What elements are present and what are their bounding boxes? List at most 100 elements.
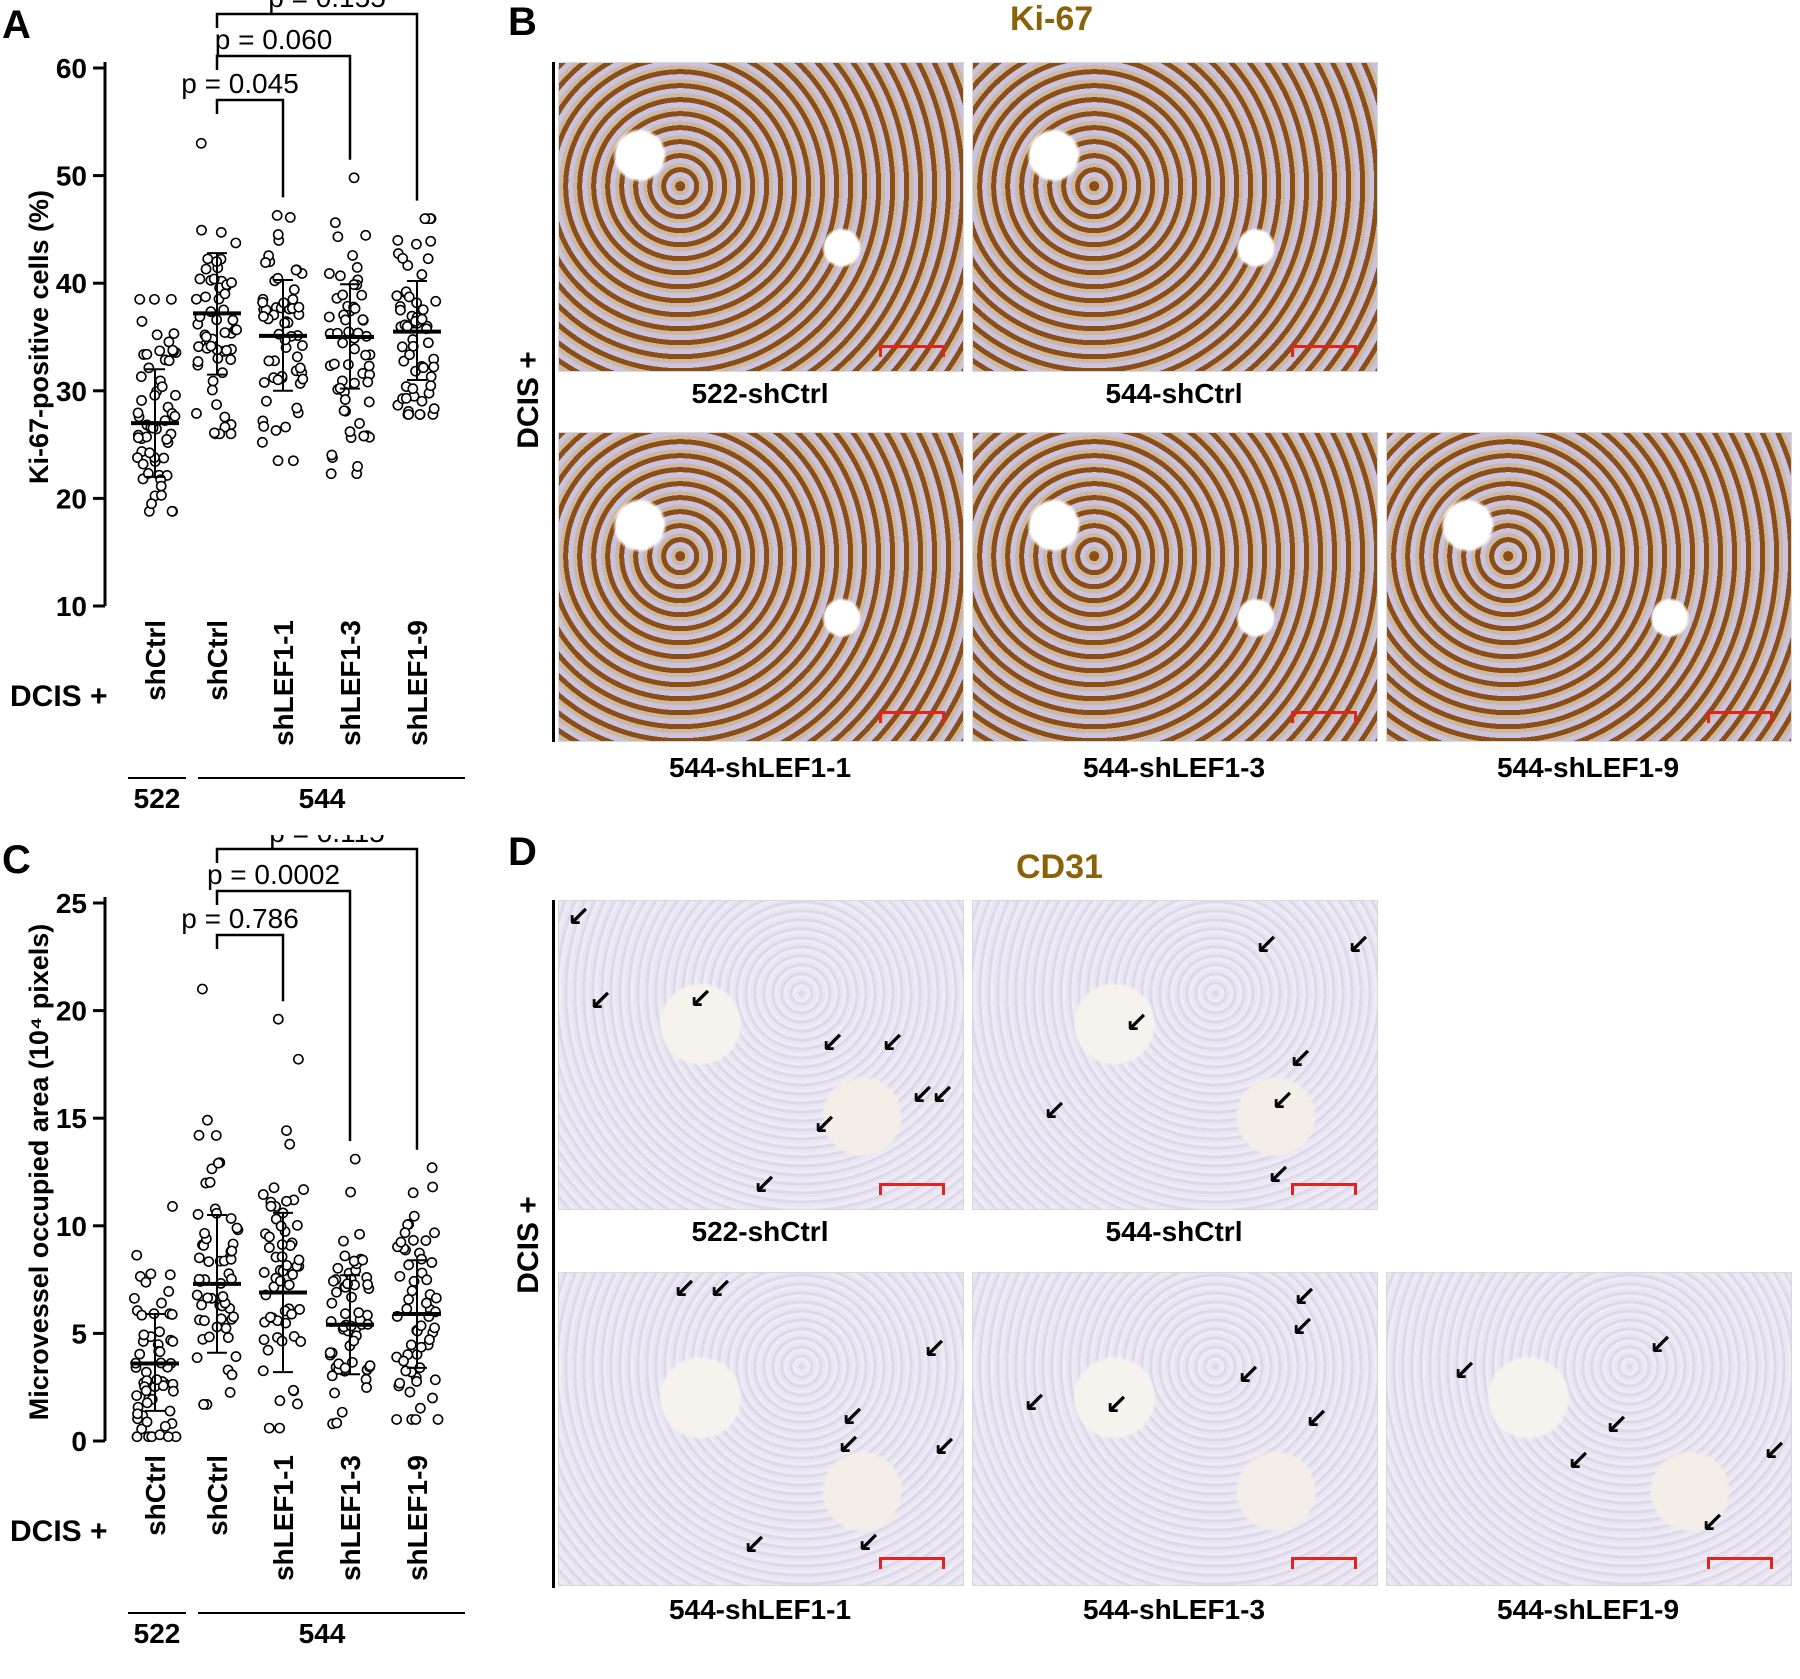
data-point: [287, 455, 299, 467]
data-point: [217, 367, 228, 379]
data-point: [272, 272, 284, 284]
data-point: [257, 1189, 269, 1200]
vessel-arrow-icon: ↙: [1125, 1007, 1149, 1038]
data-point: [363, 360, 375, 372]
data-point: [392, 234, 404, 246]
data-point: [422, 337, 434, 349]
data-point: [403, 1259, 415, 1271]
data-point: [287, 1269, 299, 1280]
p-value-label: p = 0.115: [269, 835, 384, 848]
x-category-label: shLEF1-1: [268, 1455, 299, 1581]
data-point: [132, 432, 144, 444]
data-point: [272, 374, 284, 386]
group-label-522: 522: [134, 783, 181, 814]
p-value-label: p = 0.0002: [207, 859, 340, 890]
y-tick-label: 50: [56, 161, 87, 192]
data-point: [196, 983, 208, 995]
x-category-label: shCtrl: [140, 1455, 171, 1536]
data-point: [407, 383, 419, 395]
data-point: [156, 489, 167, 501]
data-point: [420, 1235, 432, 1247]
data-point: [166, 1309, 178, 1320]
data-point: [348, 1255, 360, 1267]
data-point: [167, 1201, 178, 1212]
y-tick-label: 10: [56, 1211, 87, 1242]
data-point: [258, 1267, 270, 1278]
vessel-arrow-icon: ↙: [821, 1027, 845, 1058]
data-point: [349, 1153, 361, 1165]
data-point: [421, 1297, 432, 1309]
scale-bar: [879, 1183, 945, 1198]
data-point: [134, 1348, 146, 1360]
data-point: [200, 291, 211, 303]
data-point: [209, 427, 220, 439]
data-point: [358, 430, 370, 442]
data-point: [294, 1304, 305, 1315]
data-point: [196, 224, 207, 236]
data-point: [400, 392, 412, 404]
vessel-arrow-icon: ↙: [1453, 1355, 1477, 1386]
data-point: [339, 394, 351, 405]
micrograph-ki67-544-shlef1-3: [972, 432, 1378, 742]
data-point: [279, 317, 291, 329]
stain-label-cd31: CD31: [1016, 848, 1103, 886]
significance-bracket: [215, 889, 352, 1142]
vessel-arrow-icon: ↙: [1605, 1409, 1629, 1440]
data-point: [353, 1307, 365, 1319]
data-point: [345, 1186, 357, 1198]
data-point: [270, 425, 282, 436]
y-tick-label: 5: [71, 1318, 87, 1349]
data-point: [198, 1315, 210, 1327]
data-point: [349, 303, 361, 314]
data-point: [398, 1355, 409, 1367]
data-point: [272, 1013, 284, 1025]
data-point: [408, 1210, 420, 1222]
row-bracket-line-d: [552, 900, 555, 1588]
data-point: [274, 1395, 286, 1407]
scale-bar: [1291, 1557, 1357, 1572]
vessel-arrow-icon: ↙: [911, 1079, 935, 1110]
x-category-label: shLEF1-3: [335, 620, 366, 746]
data-point: [136, 315, 148, 327]
data-point: [263, 1422, 275, 1434]
data-point: [155, 480, 167, 492]
data-point: [425, 380, 437, 392]
data-point: [422, 253, 434, 265]
vessel-arrow-icon: ↙: [1649, 1329, 1673, 1360]
data-point: [419, 213, 431, 225]
image-label-b-522-shctrl: 522-shCtrl: [691, 378, 829, 409]
image-label-b-544-shlef1-1: 544-shLEF1-1: [668, 752, 852, 783]
data-point: [338, 405, 350, 417]
data-point: [363, 396, 375, 408]
data-point: [402, 260, 414, 271]
vessel-arrow-icon: ↙: [881, 1027, 905, 1058]
vessel-arrow-icon: ↙: [673, 1273, 697, 1304]
x-category-label: shLEF1-9: [402, 1455, 433, 1581]
image-label-d-544-shlef1-3: 544-shLEF1-3: [1082, 1594, 1266, 1625]
data-point: [193, 1129, 205, 1141]
image-label-d-544-shlef1-9: 544-shLEF1-9: [1496, 1594, 1680, 1625]
data-point: [226, 1245, 238, 1257]
data-point: [340, 314, 351, 326]
data-point: [262, 1344, 274, 1356]
x-category-label: shLEF1-9: [402, 620, 433, 746]
data-point: [336, 1406, 348, 1418]
data-point: [394, 1270, 406, 1282]
data-point: [411, 1376, 423, 1387]
group-2: [256, 210, 309, 467]
data-point: [196, 1299, 207, 1311]
data-point: [298, 1184, 310, 1195]
data-point: [352, 461, 363, 472]
vessel-arrow-icon: ↙: [837, 1429, 861, 1460]
vessel-arrow-icon: ↙: [923, 1333, 947, 1364]
stain-label-ki67: Ki-67: [1010, 0, 1094, 38]
data-point: [219, 411, 231, 423]
data-point: [132, 407, 144, 419]
data-point: [346, 1291, 357, 1303]
data-point: [429, 1322, 440, 1334]
data-point: [161, 433, 173, 445]
data-point: [344, 426, 356, 438]
data-point: [432, 1414, 444, 1425]
data-point: [215, 226, 227, 238]
data-point: [296, 340, 308, 351]
